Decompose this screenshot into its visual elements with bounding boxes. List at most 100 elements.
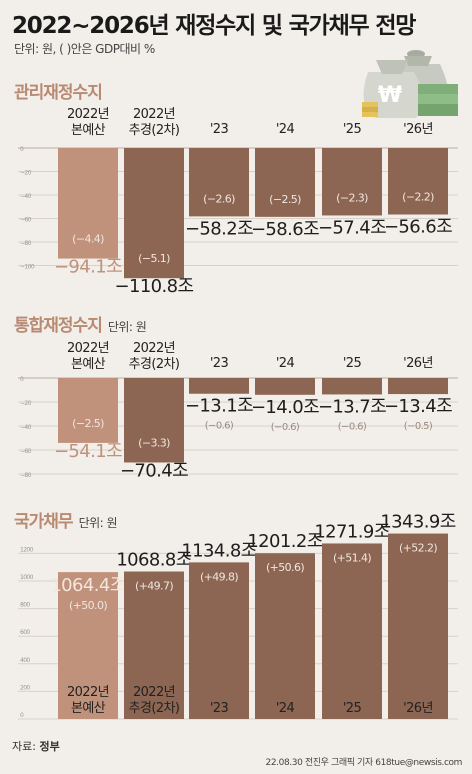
- gdp-ratio-label: (−0.6): [205, 421, 234, 432]
- gdp-ratio-label: (−2.6): [203, 192, 235, 205]
- category-label: '25: [343, 701, 362, 716]
- money-bag-icon: ₩: [352, 40, 462, 124]
- value-label: 1134.8조: [181, 540, 256, 561]
- bar: [322, 543, 382, 719]
- gdp-ratio-label: (−0.5): [404, 421, 433, 432]
- gdp-ratio-label: (−3.3): [138, 436, 170, 449]
- category-label: 추경(2차): [129, 123, 180, 138]
- y-tick-label: −40: [20, 193, 32, 200]
- svg-text:₩: ₩: [378, 83, 402, 108]
- y-tick-label: −100: [20, 264, 35, 271]
- category-label: '25: [343, 356, 362, 371]
- value-label: −57.4조: [318, 217, 386, 238]
- gdp-ratio-label: (+50.6): [266, 561, 304, 574]
- section-title-consolidated-balance: 통합재정수지 단위: 원: [14, 316, 147, 336]
- bar: [124, 148, 184, 279]
- gdp-ratio-label: (+50.0): [69, 599, 107, 612]
- category-label: '23: [210, 701, 229, 716]
- value-label: 1068.8조: [116, 550, 191, 571]
- value-label: 1271.9조: [314, 521, 389, 542]
- y-tick-label: 0: [20, 712, 24, 719]
- bar: [388, 378, 448, 395]
- category-label: 추경(2차): [129, 701, 180, 716]
- category-label: 본예산: [71, 357, 106, 372]
- y-tick-label: 0: [20, 146, 24, 153]
- gdp-ratio-label: (−2.2): [402, 191, 434, 204]
- y-tick-label: −60: [20, 217, 32, 224]
- y-tick-label: −80: [20, 240, 32, 247]
- unit-note: 단위: 원, ( )안은 GDP대비 %: [14, 42, 155, 56]
- category-label: '26년: [403, 356, 433, 371]
- value-label: 1064.4조: [50, 575, 125, 596]
- bar: [189, 378, 249, 394]
- y-tick-label: −80: [20, 472, 32, 479]
- category-label: 2022년: [133, 341, 175, 356]
- category-label: '23: [210, 122, 229, 137]
- value-label: −56.6조: [384, 217, 452, 238]
- value-label: −13.4조: [384, 396, 452, 417]
- gdp-ratio-label: (−4.4): [72, 233, 104, 246]
- bar: [322, 378, 382, 395]
- gdp-ratio-label: (−0.6): [338, 421, 367, 432]
- value-label: −54.1조: [54, 441, 122, 462]
- source-note: 자료: 정부: [12, 740, 60, 753]
- category-label: '24: [276, 356, 295, 371]
- gdp-ratio-label: (−0.6): [271, 422, 300, 433]
- value-label: −110.8조: [115, 276, 194, 297]
- bar: [189, 562, 249, 719]
- bar: [255, 148, 315, 217]
- bar: [189, 148, 249, 217]
- bar: [58, 378, 118, 443]
- category-label: '26년: [403, 701, 433, 716]
- value-label: −94.1조: [54, 257, 122, 278]
- value-label: −58.2조: [185, 218, 253, 239]
- gdp-ratio-label: (−2.3): [336, 191, 368, 204]
- bar: [388, 533, 448, 719]
- y-tick-label: 1200: [20, 546, 34, 553]
- y-tick-label: −40: [20, 424, 32, 431]
- gdp-ratio-label: (+52.2): [399, 542, 437, 555]
- y-tick-label: 400: [20, 657, 30, 664]
- y-tick-label: 800: [20, 602, 30, 609]
- credit-line: 22.08.30 전진우 그래픽 기자 618tue@newsis.com: [265, 758, 463, 768]
- bar: [388, 148, 448, 215]
- category-label: 2022년: [67, 107, 109, 122]
- gdp-ratio-label: (+49.8): [200, 570, 238, 583]
- gdp-ratio-label: (+49.7): [135, 580, 173, 593]
- bar: [322, 148, 382, 216]
- bar: [124, 571, 184, 719]
- y-tick-label: −20: [20, 170, 32, 177]
- y-tick-label: 600: [20, 629, 30, 636]
- value-label: 1343.9조: [380, 512, 455, 533]
- category-label: '25: [343, 122, 362, 137]
- bar: [255, 553, 315, 719]
- gdp-ratio-label: (−2.5): [72, 417, 104, 430]
- value-label: 1201.2조: [247, 531, 322, 552]
- section-title-national-debt: 국가채무 단위: 원: [14, 512, 118, 532]
- gdp-ratio-label: (+51.4): [333, 551, 371, 564]
- category-label: 2022년: [67, 341, 109, 356]
- category-label: 2022년: [133, 107, 175, 122]
- bar: [58, 148, 118, 259]
- category-label: '23: [210, 356, 229, 371]
- category-label: '26년: [403, 122, 433, 137]
- value-label: −70.4조: [120, 460, 188, 481]
- value-label: −14.0조: [251, 397, 319, 418]
- bar: [58, 572, 118, 719]
- category-label: 2022년: [67, 685, 109, 700]
- category-label: 본예산: [71, 701, 106, 716]
- y-tick-label: −60: [20, 448, 32, 455]
- bar: [124, 378, 184, 463]
- category-label: '24: [276, 122, 295, 137]
- category-label: 본예산: [71, 123, 106, 138]
- y-tick-label: 200: [20, 684, 30, 691]
- section-title-managed-balance: 관리재정수지: [14, 83, 103, 103]
- gdp-ratio-label: (−2.5): [269, 193, 301, 206]
- page-title: 2022~2026년 재정수지 및 국가채무 전망: [12, 13, 416, 39]
- value-label: −13.1조: [185, 396, 253, 417]
- category-label: '24: [276, 701, 295, 716]
- y-tick-label: 0: [20, 376, 24, 383]
- value-label: −13.7조: [318, 396, 386, 417]
- gdp-ratio-label: (−5.1): [138, 252, 170, 265]
